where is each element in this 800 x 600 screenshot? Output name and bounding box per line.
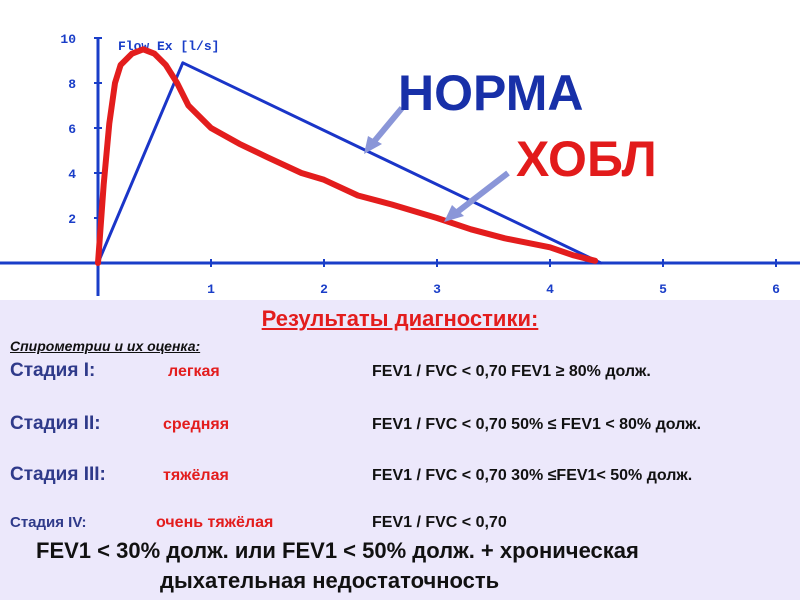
y-tick-label: 8 bbox=[68, 77, 76, 92]
stage-3-label: Стадия III: bbox=[10, 464, 106, 485]
x-tick-label: 5 bbox=[659, 282, 667, 297]
series-group bbox=[95, 46, 603, 266]
stage-2-severity: средняя bbox=[163, 416, 230, 433]
diagnostics-heading: Результаты диагностики: bbox=[261, 306, 539, 331]
x-tick-label: 4 bbox=[546, 282, 554, 297]
y-tick-label: 4 bbox=[68, 167, 76, 182]
stage-1-label: Стадия I: bbox=[10, 360, 96, 381]
stage-4-severity: очень тяжёлая bbox=[156, 514, 274, 531]
y-tick-label: 10 bbox=[60, 32, 76, 47]
spirometry-subheading: Спирометрии и их оценка: bbox=[10, 338, 201, 354]
stage-4-criteria: FEV1 / FVC < 0,70 bbox=[372, 514, 507, 531]
y-tick-group: 2 4 6 8 10 bbox=[60, 32, 102, 227]
stage-3-severity: тяжёлая bbox=[163, 467, 229, 484]
norma-arrow bbox=[369, 106, 405, 146]
norma-arrow-head bbox=[364, 136, 382, 154]
x-tick-label: 2 bbox=[320, 282, 328, 297]
series-line-copd bbox=[95, 46, 599, 266]
stage-1-criteria: FEV1 / FVC < 0,70 FEV1 ≥ 80% долж. bbox=[372, 363, 651, 380]
stage-2-criteria: FEV1 / FVC < 0,70 50% ≤ FEV1 < 80% долж. bbox=[372, 416, 702, 433]
copd-arrow bbox=[454, 170, 510, 216]
x-tick-label: 3 bbox=[433, 282, 441, 297]
y-tick-label: 2 bbox=[68, 212, 76, 227]
x-tick-label: 1 bbox=[207, 282, 215, 297]
stage-1-severity: легкая bbox=[168, 363, 220, 380]
y-tick-label: 6 bbox=[68, 122, 76, 137]
series-line-norma bbox=[96, 61, 603, 265]
stage-4-footnote-line2: дыхательная недостаточность bbox=[160, 568, 500, 593]
stage-3-criteria: FEV1 / FVC < 0,70 30% ≤FEV1< 50% долж. bbox=[372, 467, 693, 484]
diagnostics-panel: Результаты диагностики: Спирометрии и их… bbox=[0, 300, 800, 600]
norma-label: НОРМА bbox=[398, 65, 583, 121]
copd-label: ХОБЛ bbox=[516, 131, 657, 187]
stage-2-label: Стадия II: bbox=[10, 413, 101, 434]
x-tick-group: 1 2 3 4 5 6 bbox=[207, 259, 780, 297]
stage-4-footnote-line1: FEV1 < 30% долж. или FEV1 < 50% долж. + … bbox=[36, 538, 639, 563]
stage-4-label: Стадия IV: bbox=[10, 514, 87, 531]
copd-arrow-head bbox=[444, 205, 464, 222]
x-tick-label: 6 bbox=[772, 282, 780, 297]
